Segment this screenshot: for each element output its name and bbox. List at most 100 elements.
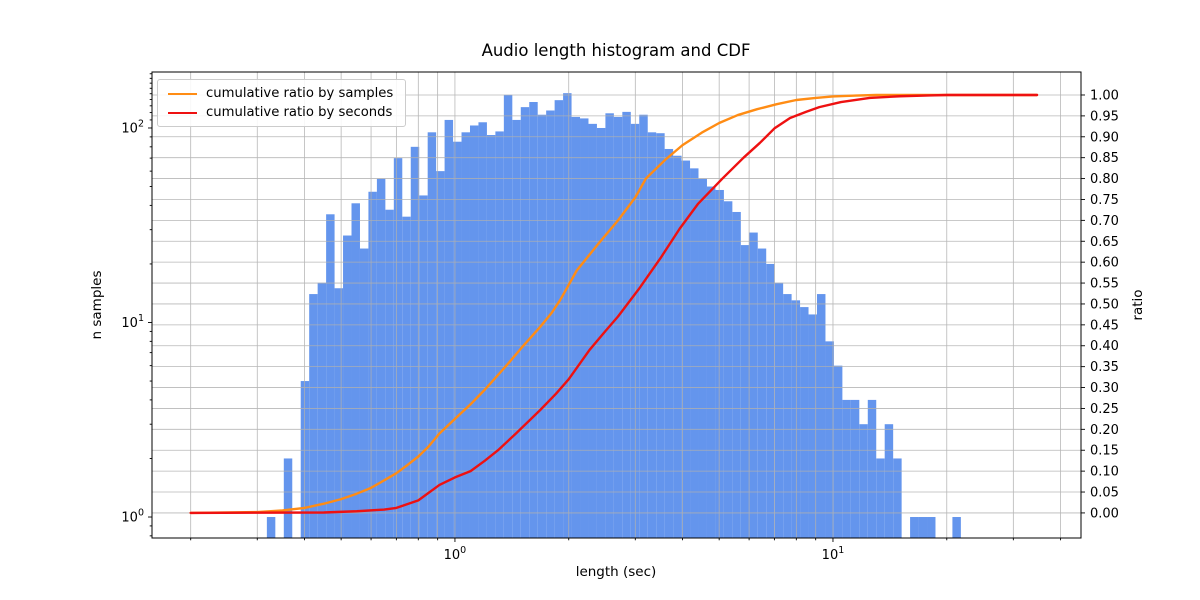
y-axis-left-label: n samples <box>89 270 105 340</box>
tick-label: 0.95 <box>1090 109 1119 124</box>
histogram-bar <box>817 294 826 538</box>
legend-line-samples-icon <box>168 92 197 95</box>
histogram-bar <box>529 102 538 538</box>
tick-label: 0.35 <box>1090 360 1119 375</box>
legend-item-samples: cumulative ratio by samples <box>168 86 393 101</box>
tick-label: 0.10 <box>1090 465 1119 480</box>
histogram-bar <box>478 122 487 539</box>
histogram-bar <box>571 116 581 538</box>
histogram-bar <box>351 203 360 539</box>
axis-ticks <box>148 73 1085 542</box>
tick-label: 0.70 <box>1090 214 1119 229</box>
tick-label: 0.75 <box>1090 193 1119 208</box>
histogram-bar <box>613 116 623 538</box>
histogram-bar <box>453 141 462 538</box>
histogram-bar <box>546 110 555 539</box>
histogram-bar <box>766 263 775 538</box>
histogram-bar <box>706 186 716 539</box>
cdf-by-samples-line <box>189 93 1039 515</box>
tick-label: 1.00 <box>1090 88 1119 103</box>
histogram-bar <box>326 214 335 539</box>
histogram-bar <box>300 381 310 538</box>
x-axis-label: length (sec) <box>575 564 657 580</box>
tick-label: 102 <box>121 118 144 136</box>
histogram-bar <box>444 119 454 539</box>
tick-label: 101 <box>822 545 845 563</box>
tick-label: 0.80 <box>1090 172 1119 187</box>
histogram-bar <box>664 148 674 538</box>
legend-label-seconds: cumulative ratio by seconds <box>206 105 393 120</box>
histogram-bar <box>427 132 437 538</box>
tick-label: 0.60 <box>1090 256 1119 271</box>
histogram-bar <box>749 232 758 539</box>
histogram-bar <box>334 288 344 538</box>
histogram-bar <box>791 300 801 538</box>
legend-item-seconds: cumulative ratio by seconds <box>168 105 393 120</box>
tick-label: 0.55 <box>1090 277 1119 292</box>
histogram-bar <box>596 127 606 538</box>
histogram-bar <box>656 133 665 538</box>
tick-label: 0.45 <box>1090 318 1119 333</box>
tick-label: 101 <box>121 313 144 331</box>
histogram-bar <box>690 168 699 539</box>
histogram-bar <box>520 107 530 538</box>
tick-label: 0.30 <box>1090 381 1119 396</box>
histogram-bar <box>266 517 276 538</box>
histogram-bar <box>393 158 403 539</box>
tick-label: 0.50 <box>1090 297 1119 312</box>
tick-label: 0.90 <box>1090 130 1119 145</box>
histogram-bar <box>402 216 411 539</box>
histogram-bar <box>893 458 902 538</box>
cdf-by-seconds-line <box>189 93 1039 515</box>
tick-label: 0.85 <box>1090 151 1119 166</box>
histogram-bar <box>639 114 648 538</box>
histogram-bar <box>495 131 504 538</box>
histogram-bar <box>681 160 691 538</box>
chart-title: Audio length histogram and CDF <box>481 41 751 60</box>
tick-label: 100 <box>121 508 144 526</box>
histogram-bar <box>808 314 817 538</box>
tick-label: 0.25 <box>1090 402 1119 417</box>
histogram-bar <box>732 211 741 538</box>
histogram-bar <box>774 282 784 538</box>
histogram-bar <box>486 135 496 538</box>
histogram-bar <box>309 294 318 538</box>
legend-label-samples: cumulative ratio by samples <box>206 86 394 101</box>
histogram-bar <box>952 517 961 538</box>
legend-line-seconds-icon <box>168 111 197 114</box>
plot-frame <box>151 71 1082 539</box>
histogram-bar <box>884 424 894 538</box>
histogram-bar <box>698 178 707 539</box>
histogram-bar <box>757 248 767 539</box>
tick-label: 100 <box>444 545 467 563</box>
histogram-bar <box>927 517 936 538</box>
tick-label: 0.65 <box>1090 235 1119 250</box>
histogram-bar <box>461 132 470 538</box>
histogram-bar <box>343 235 352 538</box>
histogram-bar <box>368 191 377 538</box>
histogram-bar <box>503 94 513 539</box>
legend: cumulative ratio by samples cumulative r… <box>157 79 407 127</box>
tick-label: 0.20 <box>1090 423 1119 438</box>
histogram-bar <box>469 125 479 538</box>
histogram-bar <box>800 307 809 538</box>
histogram-bar <box>842 399 851 538</box>
histogram-bar <box>910 517 919 538</box>
histogram-bar <box>554 100 564 538</box>
tick-label: 0.40 <box>1090 339 1119 354</box>
tick-label: 0.05 <box>1090 486 1119 501</box>
histogram-bar <box>436 171 445 538</box>
histogram-bar <box>563 93 572 539</box>
histogram-bar <box>825 341 834 538</box>
histogram-bar <box>850 399 860 538</box>
histogram-bar <box>723 201 733 538</box>
histogram-bar <box>410 146 420 538</box>
histogram-bar <box>580 118 589 538</box>
histogram-bar <box>283 458 293 538</box>
histogram-bar <box>359 248 369 539</box>
histogram-bar <box>918 517 928 538</box>
histogram-bar <box>783 294 792 538</box>
